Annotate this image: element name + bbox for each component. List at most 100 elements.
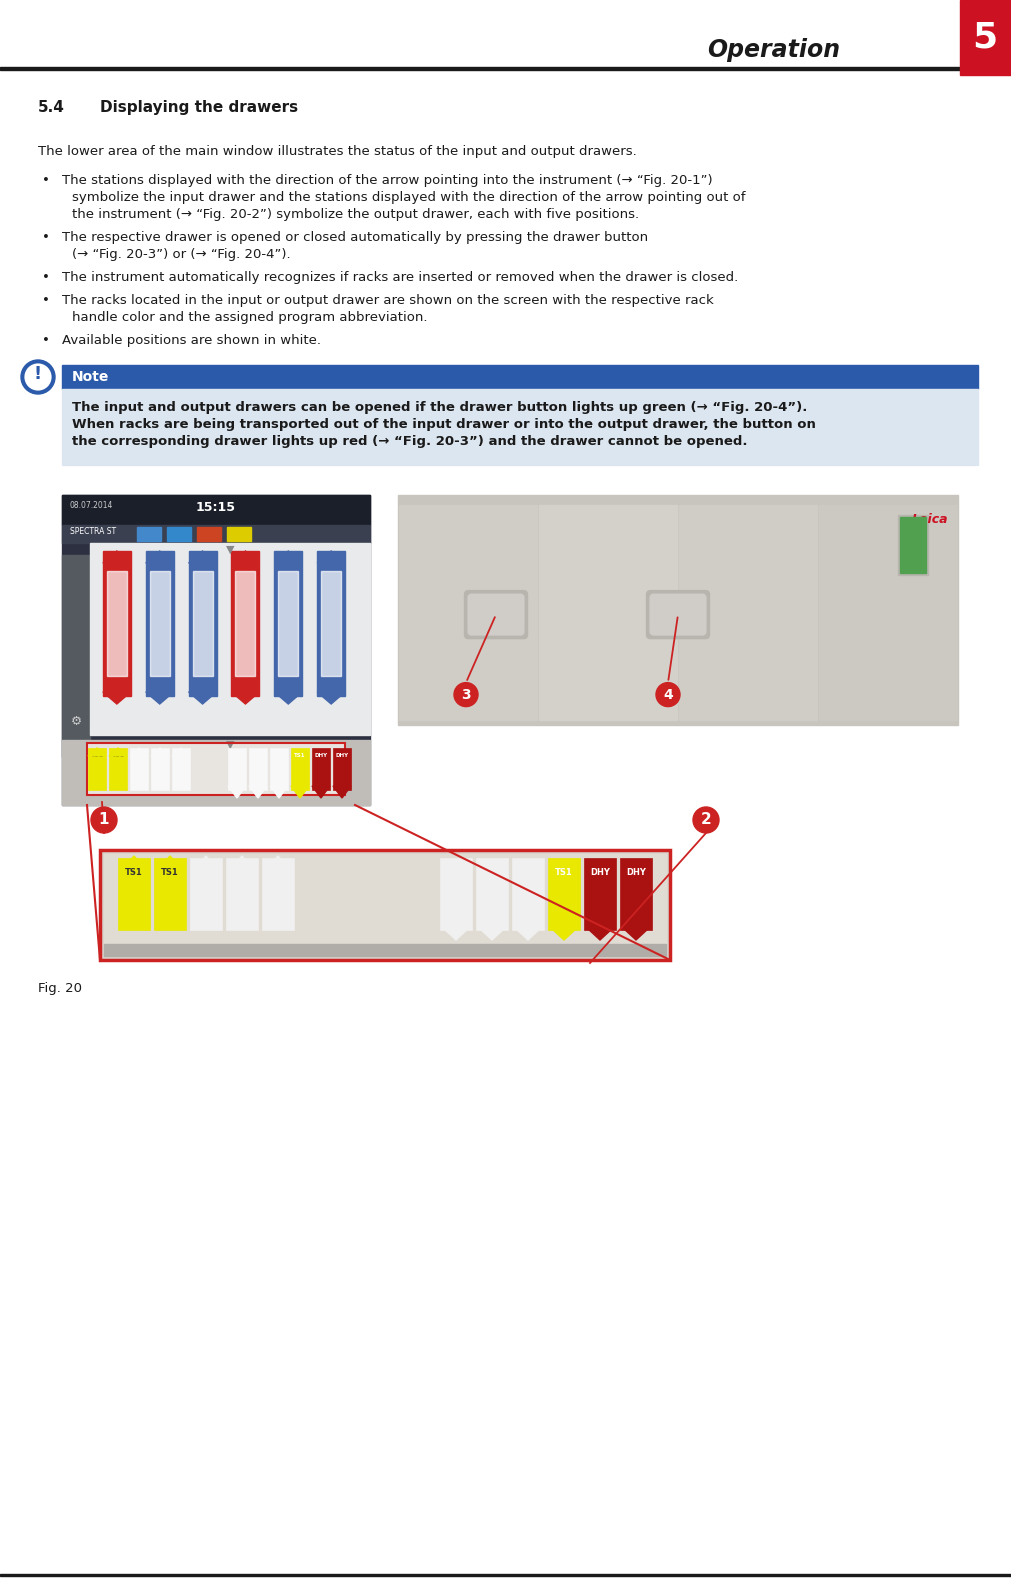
- Text: The lower area of the main window illustrates the status of the input and output: The lower area of the main window illust…: [38, 145, 637, 158]
- Bar: [90, 542, 370, 735]
- Bar: [109, 748, 127, 790]
- Bar: [107, 571, 126, 676]
- FancyBboxPatch shape: [646, 590, 710, 638]
- Text: Leica: Leica: [912, 514, 948, 526]
- Text: DHY: DHY: [626, 868, 646, 877]
- Bar: [312, 748, 330, 790]
- Circle shape: [21, 360, 55, 394]
- Bar: [146, 550, 174, 695]
- Text: ▼: ▼: [225, 740, 235, 750]
- Polygon shape: [103, 692, 130, 703]
- Bar: [150, 571, 170, 676]
- Bar: [399, 506, 537, 719]
- Bar: [249, 748, 267, 790]
- Polygon shape: [274, 692, 302, 703]
- Bar: [232, 550, 260, 695]
- Bar: [898, 515, 928, 576]
- Circle shape: [23, 362, 53, 392]
- Bar: [62, 740, 370, 805]
- Bar: [291, 748, 309, 790]
- Text: •: •: [42, 293, 50, 306]
- Bar: [321, 571, 341, 676]
- Polygon shape: [443, 928, 469, 939]
- Polygon shape: [109, 748, 127, 756]
- Bar: [154, 858, 186, 930]
- Text: 1: 1: [99, 812, 109, 828]
- Text: ▼: ▼: [225, 545, 235, 555]
- Bar: [270, 748, 288, 790]
- Text: •: •: [42, 271, 50, 284]
- Polygon shape: [189, 692, 216, 703]
- Text: The stations displayed with the direction of the arrow pointing into the instrum: The stations displayed with the directio…: [62, 174, 713, 187]
- Bar: [62, 555, 90, 758]
- Polygon shape: [130, 748, 148, 756]
- Bar: [100, 850, 670, 960]
- Bar: [62, 494, 370, 525]
- Bar: [819, 506, 957, 719]
- Polygon shape: [193, 857, 219, 869]
- Circle shape: [656, 683, 680, 707]
- FancyBboxPatch shape: [468, 595, 524, 635]
- Polygon shape: [515, 928, 541, 939]
- Text: Displaying the drawers: Displaying the drawers: [100, 100, 298, 115]
- Bar: [62, 494, 370, 805]
- Bar: [104, 944, 666, 955]
- Bar: [190, 858, 222, 930]
- Bar: [87, 743, 345, 794]
- Bar: [103, 550, 130, 695]
- Text: DHY: DHY: [336, 753, 349, 758]
- Polygon shape: [317, 550, 345, 563]
- Circle shape: [91, 807, 117, 833]
- Polygon shape: [103, 550, 130, 563]
- Polygon shape: [228, 786, 246, 798]
- Text: ⚙: ⚙: [71, 715, 82, 727]
- Bar: [278, 571, 298, 676]
- Text: TS1: TS1: [294, 753, 305, 758]
- Text: Note: Note: [72, 370, 109, 384]
- Text: •: •: [42, 231, 50, 244]
- Text: 4: 4: [663, 687, 673, 702]
- Bar: [0, 67, 1011, 70]
- Bar: [584, 858, 616, 930]
- Text: !: !: [34, 365, 42, 383]
- Bar: [227, 526, 251, 541]
- Bar: [104, 853, 666, 955]
- Bar: [100, 850, 670, 960]
- Text: When racks are being transported out of the input drawer or into the output draw: When racks are being transported out of …: [72, 418, 816, 431]
- Bar: [167, 526, 191, 541]
- Bar: [226, 858, 258, 930]
- Polygon shape: [479, 928, 506, 939]
- Bar: [512, 858, 544, 930]
- Polygon shape: [189, 550, 216, 563]
- Text: 5: 5: [973, 21, 998, 54]
- Polygon shape: [265, 857, 291, 869]
- Text: 3: 3: [461, 687, 471, 702]
- Bar: [333, 748, 351, 790]
- Text: the corresponding drawer lights up red (→ “Fig. 20-3”) and the drawer cannot be : the corresponding drawer lights up red (…: [72, 435, 747, 448]
- Text: SPECTRA ST: SPECTRA ST: [70, 526, 116, 536]
- Bar: [192, 571, 212, 676]
- Text: handle color and the assigned program abbreviation.: handle color and the assigned program ab…: [72, 311, 428, 324]
- Polygon shape: [146, 692, 174, 703]
- Text: 08.07.2014: 08.07.2014: [70, 501, 113, 510]
- Bar: [62, 525, 370, 542]
- Bar: [900, 517, 926, 573]
- Text: TS1: TS1: [111, 753, 124, 758]
- Bar: [137, 526, 161, 541]
- Bar: [476, 858, 508, 930]
- Polygon shape: [229, 857, 255, 869]
- Bar: [151, 748, 169, 790]
- Bar: [398, 494, 958, 726]
- Bar: [440, 858, 472, 930]
- Bar: [228, 748, 246, 790]
- Text: Fig. 20: Fig. 20: [38, 983, 82, 995]
- Bar: [118, 858, 150, 930]
- Bar: [274, 550, 302, 695]
- Polygon shape: [291, 786, 309, 798]
- Circle shape: [454, 683, 478, 707]
- Text: The input and output drawers can be opened if the drawer button lights up green : The input and output drawers can be open…: [72, 400, 808, 415]
- Bar: [62, 365, 978, 389]
- Text: Operation: Operation: [707, 38, 840, 62]
- Polygon shape: [146, 550, 174, 563]
- Text: The instrument automatically recognizes if racks are inserted or removed when th: The instrument automatically recognizes …: [62, 271, 738, 284]
